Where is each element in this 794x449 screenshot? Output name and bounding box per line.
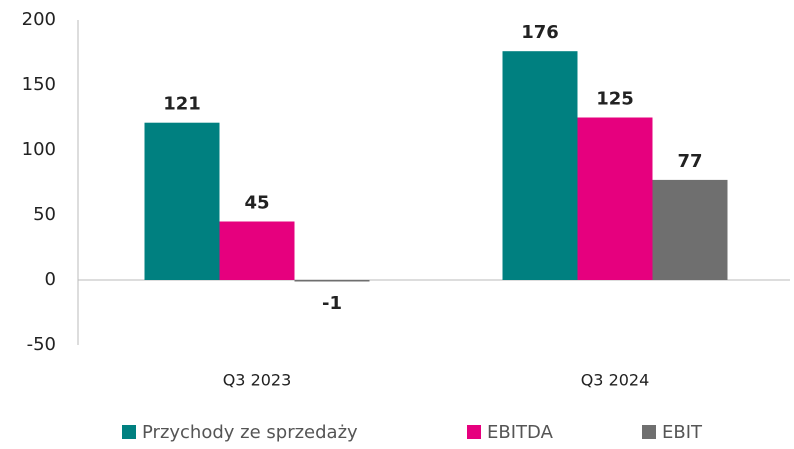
y-tick-label: 150	[22, 74, 56, 95]
data-label: 125	[596, 89, 634, 110]
legend-label: Przychody ze sprzedaży	[142, 422, 358, 443]
y-tick-label: 200	[22, 9, 56, 30]
legend-swatch	[467, 425, 481, 439]
bar	[502, 51, 578, 281]
legend-label: EBITDA	[487, 422, 554, 443]
bar	[294, 280, 370, 282]
legend-swatch	[122, 425, 136, 439]
x-tick-label: Q3 2024	[581, 371, 650, 390]
data-label: 45	[244, 193, 269, 214]
data-label: -1	[322, 293, 342, 314]
bar	[577, 117, 653, 280]
bar	[219, 221, 295, 280]
legend-swatch	[642, 425, 656, 439]
data-label: 121	[163, 94, 201, 115]
y-tick-label: 100	[22, 139, 56, 160]
bar	[652, 179, 728, 280]
data-label: 176	[521, 22, 559, 43]
x-tick-label: Q3 2023	[223, 371, 292, 390]
y-tick-label: 0	[45, 269, 56, 290]
y-tick-label: 50	[33, 204, 56, 225]
bar	[144, 122, 220, 280]
legend-label: EBIT	[662, 422, 703, 443]
data-label: 77	[677, 151, 702, 172]
y-tick-label: -50	[27, 334, 56, 355]
